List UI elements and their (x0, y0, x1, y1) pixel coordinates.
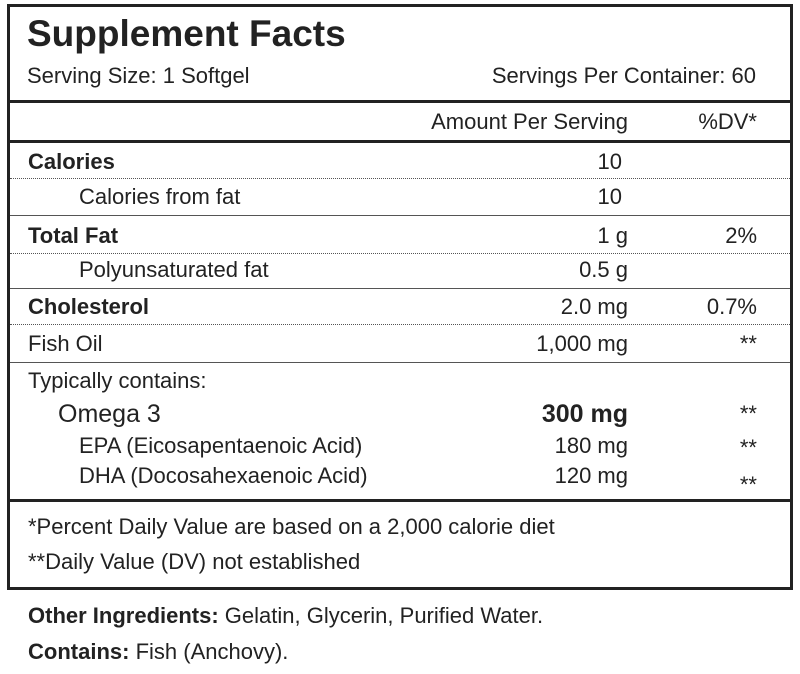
divider (10, 140, 790, 143)
nutrient-dv: ** (739, 472, 757, 497)
row-name: Cholesterol (28, 294, 150, 319)
row-name: Polyunsaturated fat (79, 257, 269, 282)
row-name: Total Fat (28, 223, 119, 248)
servings-per-container: Servings Per Container: 60 (491, 63, 756, 88)
divider (10, 215, 790, 216)
divider (10, 499, 790, 502)
divider (10, 324, 790, 325)
row-amount: 2.0 mg (560, 294, 628, 319)
row-amount: 10 (597, 184, 622, 209)
row-amount: 10 (597, 149, 622, 174)
nutrient-amount: 120 mg (554, 463, 628, 488)
nutrient-dv: ** (739, 435, 757, 460)
allergens: Contains: Fish (Anchovy). (28, 639, 288, 665)
row-name: Fish Oil (28, 331, 103, 356)
divider (10, 178, 790, 179)
nutrient-dv: ** (739, 401, 757, 426)
nutrient-amount: 180 mg (554, 433, 628, 458)
serving-size: Serving Size: 1 Softgel (27, 63, 250, 88)
row-dv: 0.7% (706, 294, 757, 319)
divider (10, 288, 790, 289)
row-dv: ** (739, 331, 757, 356)
label: Other Ingredients: (28, 603, 219, 628)
other-ingredients: Other Ingredients: Gelatin, Glycerin, Pu… (28, 603, 543, 629)
nutrient-name: Omega 3 (58, 400, 161, 428)
row-amount: 1 g (597, 223, 628, 248)
contains-heading: Typically contains: (28, 368, 207, 393)
text: Gelatin, Glycerin, Purified Water. (218, 603, 544, 628)
divider (10, 100, 790, 103)
divider (10, 253, 790, 254)
title: Supplement Facts (27, 13, 346, 54)
label: Contains: (28, 639, 130, 664)
row-name: Calories (28, 149, 115, 174)
column-header: Amount Per Serving (431, 109, 628, 134)
row-name: Calories from fat (79, 184, 241, 209)
row-dv: 2% (725, 223, 757, 248)
nutrient-amount: 300 mg (541, 400, 628, 428)
divider (10, 362, 790, 363)
column-header: %DV* (698, 109, 757, 134)
nutrient-name: DHA (Docosahexaenoic Acid) (79, 463, 368, 488)
footnote: *Percent Daily Value are based on a 2,00… (28, 514, 555, 539)
nutrient-name: EPA (Eicosapentaenoic Acid) (79, 433, 363, 458)
row-amount: 1,000 mg (536, 331, 628, 356)
facts-box (7, 4, 793, 590)
text: Fish (Anchovy). (129, 639, 289, 664)
footnote: **Daily Value (DV) not established (28, 549, 361, 574)
row-amount: 0.5 g (579, 257, 628, 282)
